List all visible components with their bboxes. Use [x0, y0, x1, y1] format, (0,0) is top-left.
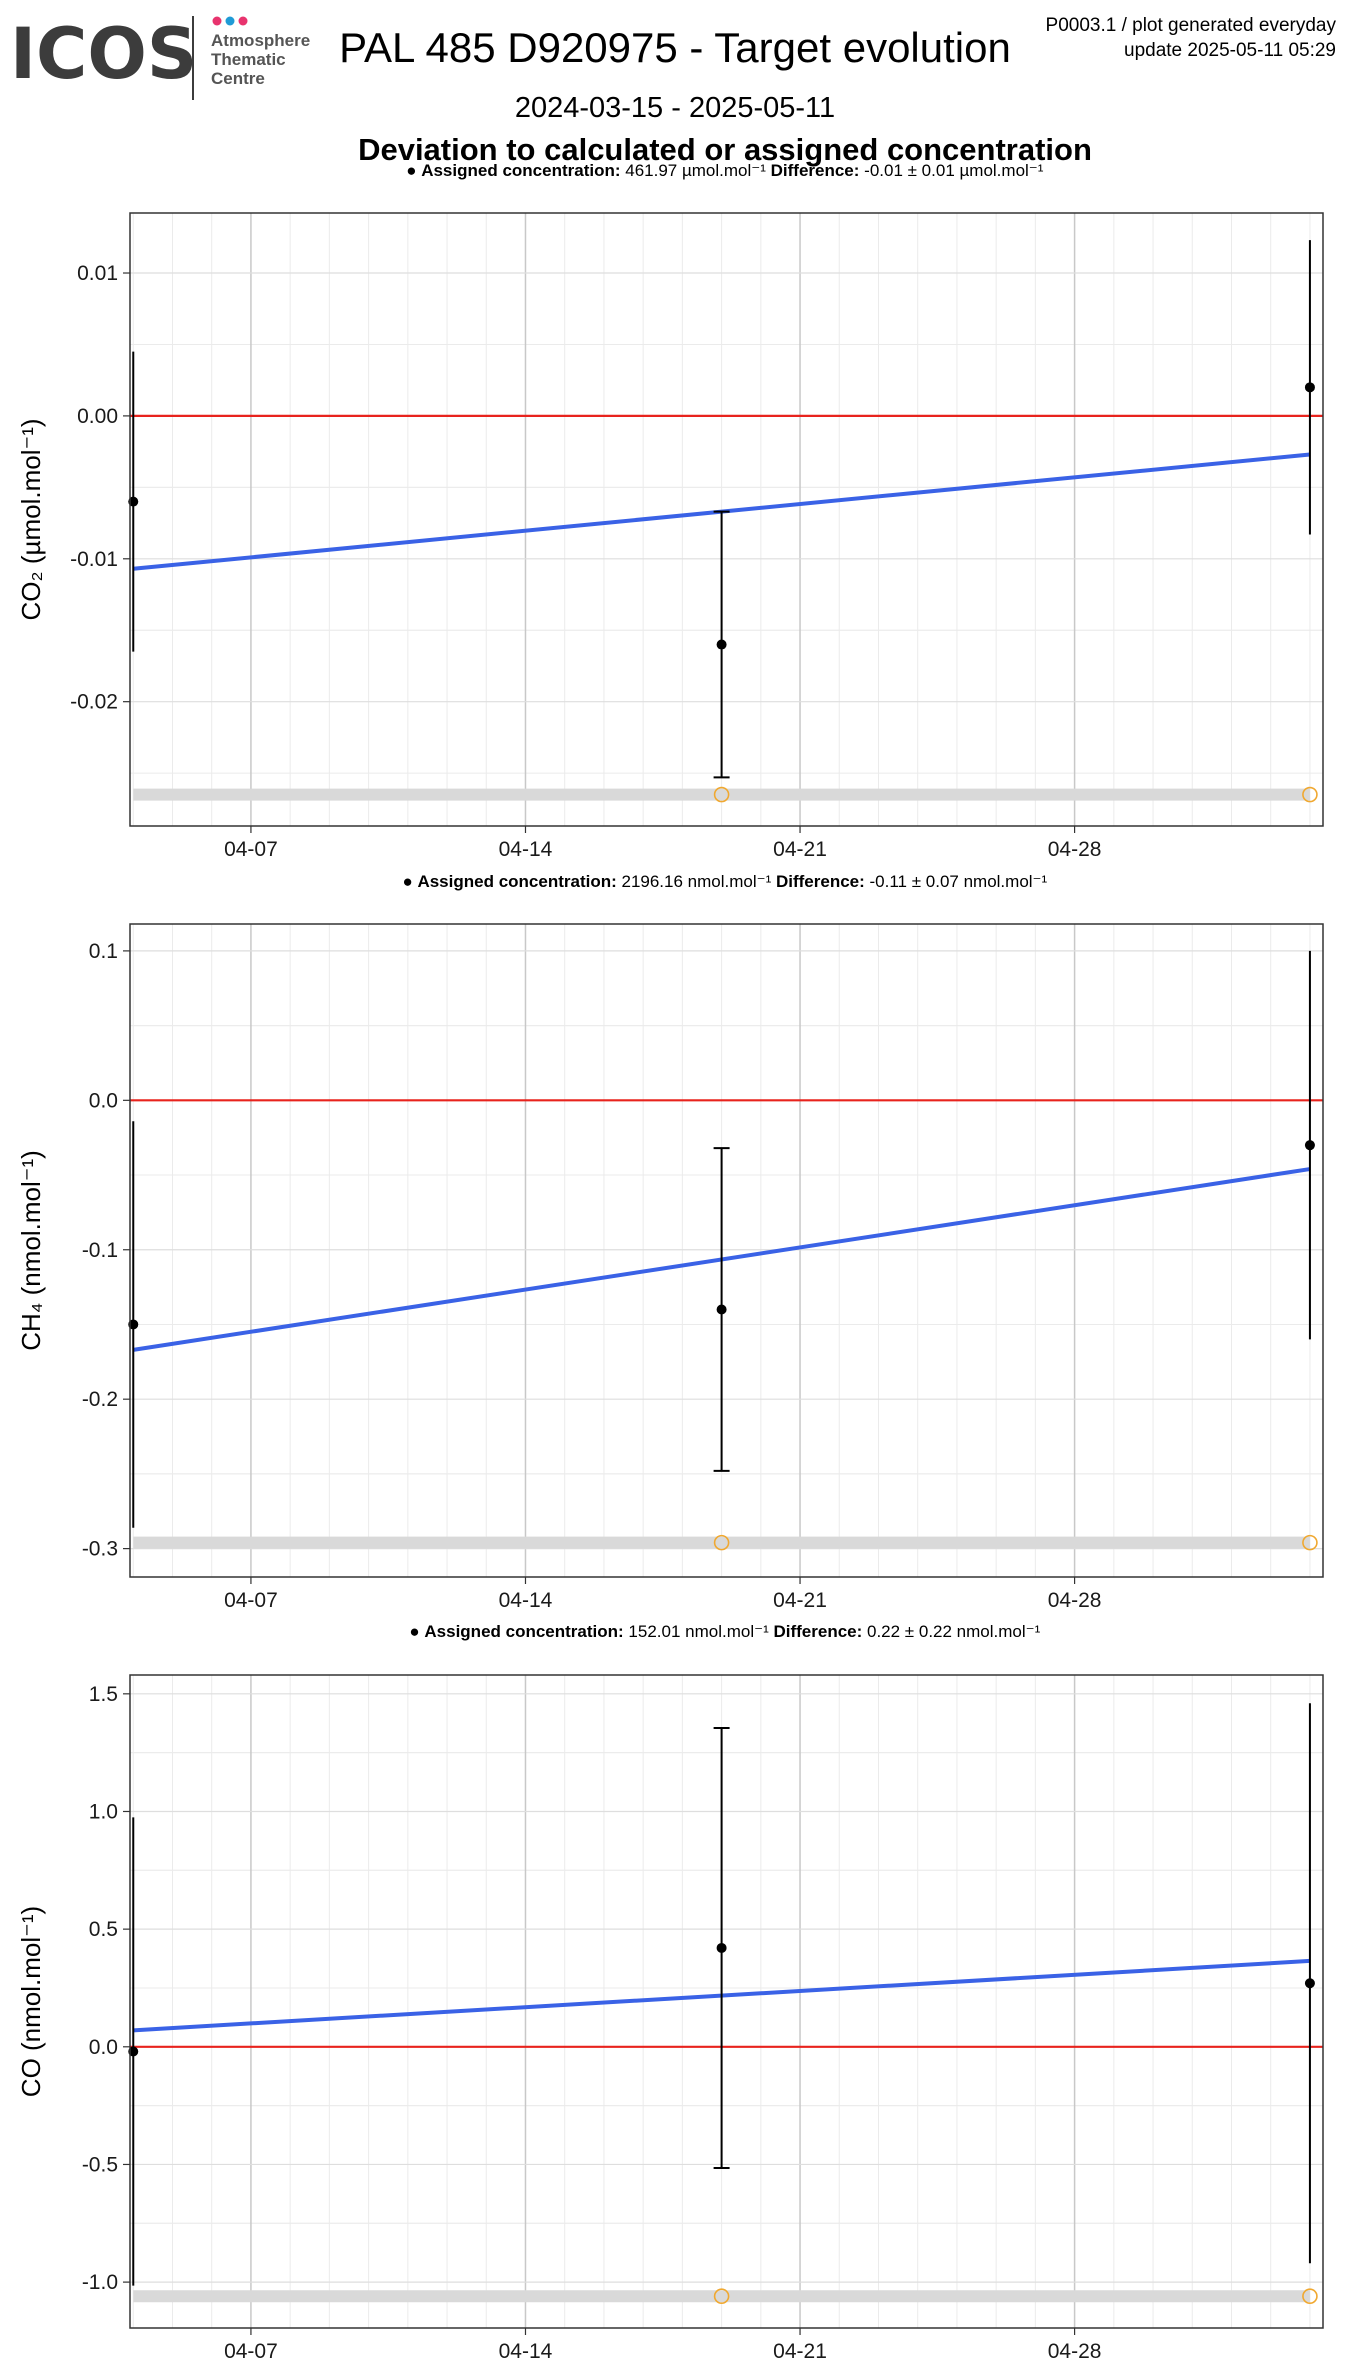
chart-legend: ● Assigned concentration: 461.97 µmol.mo…	[406, 161, 1044, 180]
x-tick-label: 04-21	[773, 838, 827, 861]
date-range: 2024-03-15 - 2025-05-11	[515, 92, 835, 124]
legend-difference-label: Difference:	[773, 1622, 867, 1641]
data-point	[1304, 1140, 1315, 1151]
legend-assigned-label: Assigned concentration:	[421, 161, 625, 180]
y-axis-label: CO (nmol.mol⁻¹)	[16, 1906, 46, 2097]
legend-assigned-value: 152.01 nmol.mol⁻¹	[628, 1622, 773, 1641]
logo-dot-icon	[238, 16, 248, 26]
logo-sub-line: Thematic	[211, 50, 286, 69]
logo-dot-icon	[212, 16, 222, 26]
legend-bullet-icon: ●	[409, 1622, 424, 1641]
logo-sub-line: Atmosphere	[211, 31, 310, 50]
x-tick-label: 04-14	[499, 1589, 553, 1612]
x-tick-label: 04-07	[224, 838, 278, 861]
data-point	[128, 2046, 139, 2057]
x-tick-label: 04-14	[499, 2340, 553, 2363]
flag-marker	[713, 1534, 730, 1551]
plot-border	[129, 212, 1324, 827]
legend-assigned-label: Assigned concentration:	[417, 872, 621, 891]
data-point	[716, 1942, 727, 1953]
x-tick-label: 04-28	[1048, 1589, 1102, 1612]
legend-assigned-label: Assigned concentration:	[424, 1622, 628, 1641]
legend-difference-value: -0.01 ± 0.01 µmol.mol⁻¹	[864, 161, 1044, 180]
x-tick-label: 04-07	[224, 2340, 278, 2363]
x-tick-label: 04-28	[1048, 2340, 1102, 2363]
legend-bullet-icon: ●	[402, 872, 417, 891]
legend-difference-label: Difference:	[771, 161, 865, 180]
legend-bullet-icon: ●	[406, 161, 421, 180]
plot-area	[130, 924, 1323, 1577]
y-axis-label: CO₂ (µmol.mol⁻¹)	[16, 418, 46, 620]
chart-panel-ch4: ● Assigned concentration: 2196.16 nmol.m…	[16, 872, 1324, 1612]
y-tick-label: -0.02	[70, 691, 118, 714]
data-point	[716, 1304, 727, 1315]
x-tick-label: 04-28	[1048, 838, 1102, 861]
page-title: PAL 485 D920975 - Target evolution	[339, 24, 1011, 71]
chart-panel-co: ● Assigned concentration: 152.01 nmol.mo…	[16, 1622, 1324, 2363]
header: ICOS Atmosphere Thematic Centre PAL 485 …	[10, 13, 1336, 167]
legend-difference-value: -0.11 ± 0.07 nmol.mol⁻¹	[870, 872, 1048, 891]
chart-legend: ● Assigned concentration: 152.01 nmol.mo…	[409, 1622, 1040, 1641]
y-tick-label: 0.1	[89, 940, 118, 963]
y-tick-label: -0.5	[82, 2153, 118, 2176]
y-tick-label: 0.00	[77, 405, 118, 428]
y-tick-label: 0.0	[89, 1089, 118, 1112]
y-tick-label: 0.0	[89, 2036, 118, 2059]
logo-dot-icon	[225, 16, 235, 26]
plot-border	[129, 923, 1324, 1578]
legend-difference-value: 0.22 ± 0.22 nmol.mol⁻¹	[867, 1622, 1041, 1641]
y-tick-label: -0.2	[82, 1388, 118, 1411]
x-tick-label: 04-07	[224, 1589, 278, 1612]
flag-marker	[1302, 786, 1318, 803]
logo-sub-line: Centre	[211, 69, 265, 88]
x-tick-label: 04-21	[773, 1589, 827, 1612]
chart-legend: ● Assigned concentration: 2196.16 nmol.m…	[402, 872, 1047, 891]
plot-area	[130, 213, 1323, 826]
y-axis-label: CH₄ (nmol.mol⁻¹)	[16, 1150, 46, 1351]
x-tick-label: 04-14	[499, 838, 553, 861]
y-tick-label: 1.5	[89, 1683, 118, 1706]
legend-difference-label: Difference:	[776, 872, 870, 891]
main-title: Deviation to calculated or assigned conc…	[358, 132, 1092, 167]
plot-area	[130, 1675, 1323, 2328]
plot-border	[129, 1674, 1324, 2329]
flag-marker	[713, 786, 730, 803]
flag-marker	[713, 2288, 730, 2305]
x-tick-label: 04-21	[773, 2340, 827, 2363]
data-point	[128, 496, 139, 507]
data-point	[128, 1319, 139, 1330]
data-point	[1304, 382, 1315, 393]
legend-assigned-value: 461.97 µmol.mol⁻¹	[625, 161, 770, 180]
data-point	[1304, 1978, 1315, 1989]
product-line: P0003.1 / plot generated everyday	[1046, 15, 1337, 36]
flag-marker	[1302, 1534, 1318, 1551]
flag-marker	[1302, 2288, 1318, 2305]
y-tick-label: 0.5	[89, 1918, 118, 1941]
update-line: update 2025-05-11 05:29	[1124, 40, 1336, 61]
legend-assigned-value: 2196.16 nmol.mol⁻¹	[621, 872, 776, 891]
chart-panel-co2: ● Assigned concentration: 461.97 µmol.mo…	[16, 161, 1324, 861]
y-tick-label: -0.01	[70, 548, 118, 571]
y-tick-label: 1.0	[89, 1800, 118, 1823]
y-tick-label: -0.3	[82, 1538, 118, 1561]
y-tick-label: -1.0	[82, 2271, 118, 2294]
data-point	[716, 639, 727, 650]
y-tick-label: 0.01	[77, 262, 118, 285]
y-tick-label: -0.1	[82, 1239, 118, 1262]
icos-logo-text: ICOS	[10, 13, 197, 95]
